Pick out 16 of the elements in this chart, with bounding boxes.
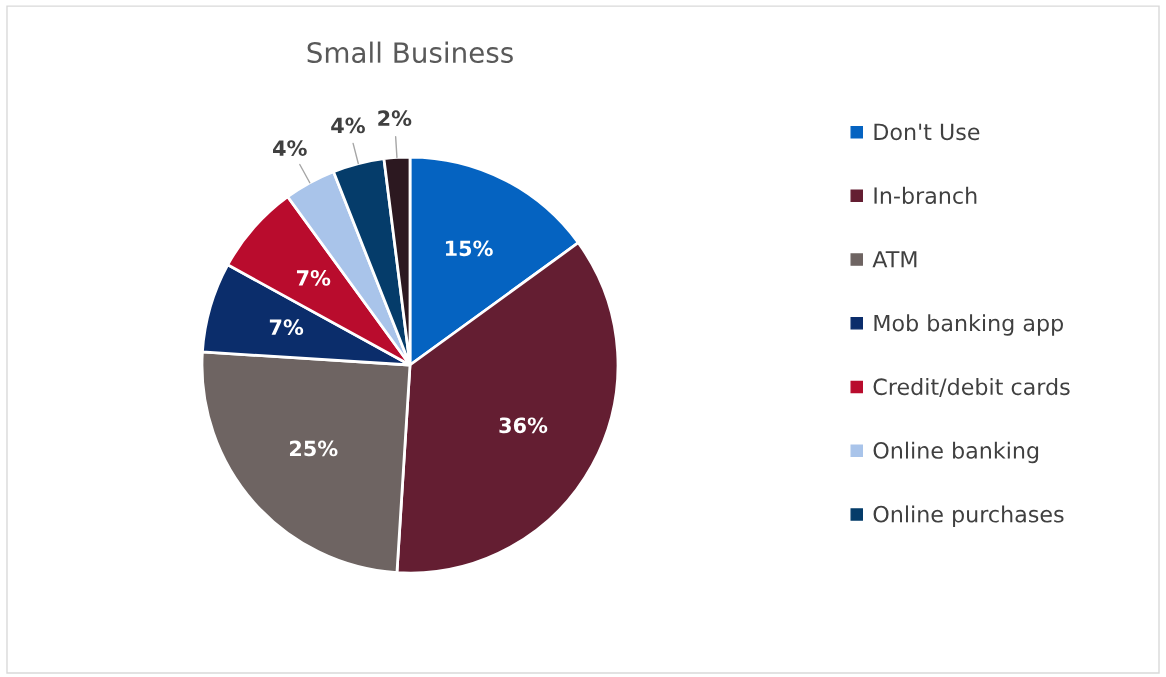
data-label: 4% bbox=[331, 117, 365, 134]
chart-title: Small Business bbox=[307, 41, 513, 64]
legend-label: ATM bbox=[872, 251, 917, 268]
data-label: 15% bbox=[445, 240, 493, 257]
legend-label: Credit/debit cards bbox=[873, 377, 1070, 397]
legend-label: In-branch bbox=[874, 186, 977, 204]
legend-label: Online banking bbox=[873, 441, 1039, 464]
data-label: 4% bbox=[273, 140, 307, 156]
data-label: 7% bbox=[296, 270, 331, 286]
data-label: 36% bbox=[499, 417, 548, 434]
data-label: 7% bbox=[269, 319, 304, 336]
legend-label: Mob banking app bbox=[874, 314, 1063, 336]
legend-label: Online purchases bbox=[873, 505, 1064, 527]
legend-label: Don't Use bbox=[874, 123, 980, 141]
data-label: 25% bbox=[289, 440, 338, 457]
data-label: 2% bbox=[378, 110, 412, 127]
